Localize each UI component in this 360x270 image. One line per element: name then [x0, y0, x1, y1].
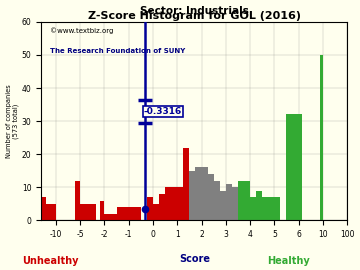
Bar — [287, 114, 302, 220]
Bar — [80, 204, 88, 220]
Text: -0.3316: -0.3316 — [144, 107, 182, 116]
Bar — [147, 197, 153, 220]
Bar — [159, 194, 165, 220]
Bar — [274, 197, 280, 220]
X-axis label: Score: Score — [179, 254, 210, 264]
Text: Healthy: Healthy — [267, 256, 309, 266]
Bar — [189, 171, 195, 220]
Bar — [41, 197, 46, 220]
Bar — [129, 207, 141, 220]
Bar — [153, 204, 159, 220]
Bar — [320, 55, 323, 220]
Bar — [75, 181, 80, 220]
Bar — [165, 187, 171, 220]
Bar — [177, 187, 183, 220]
Bar — [244, 181, 250, 220]
Bar — [208, 174, 213, 220]
Bar — [51, 204, 56, 220]
Bar — [195, 167, 202, 220]
Bar — [268, 197, 274, 220]
Bar — [256, 191, 262, 220]
Bar — [117, 207, 129, 220]
Bar — [238, 181, 244, 220]
Bar — [104, 214, 117, 220]
Bar — [202, 167, 208, 220]
Bar — [100, 201, 104, 220]
Bar — [232, 187, 238, 220]
Bar — [171, 187, 177, 220]
Bar — [46, 204, 51, 220]
Title: Z-Score Histogram for GOL (2016): Z-Score Histogram for GOL (2016) — [88, 11, 301, 21]
Bar — [88, 204, 96, 220]
Bar — [183, 148, 189, 220]
Text: The Research Foundation of SUNY: The Research Foundation of SUNY — [50, 48, 186, 54]
Bar — [220, 191, 226, 220]
Text: Sector: Industrials: Sector: Industrials — [140, 6, 249, 16]
Bar — [226, 184, 232, 220]
Text: Unhealthy: Unhealthy — [22, 256, 78, 266]
Text: ©www.textbiz.org: ©www.textbiz.org — [50, 28, 114, 34]
Y-axis label: Number of companies
(573 total): Number of companies (573 total) — [5, 84, 19, 158]
Bar — [250, 197, 256, 220]
Bar — [262, 197, 268, 220]
Bar — [213, 181, 220, 220]
